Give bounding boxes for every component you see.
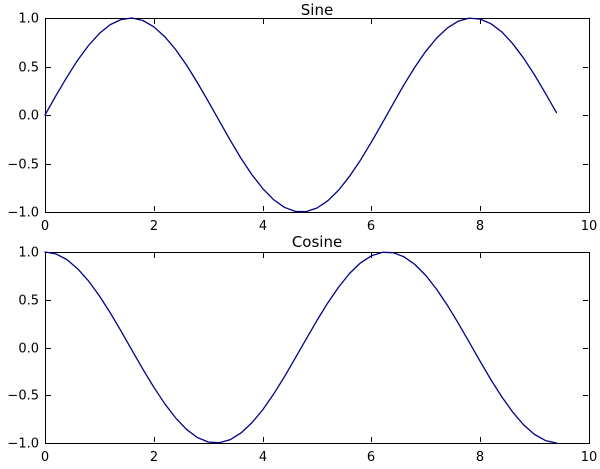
cosine-plot-title: Cosine — [292, 233, 342, 251]
sine-curve — [44, 17, 558, 213]
x-tick-label: 6 — [367, 219, 375, 234]
y-tick-label: −0.5 — [7, 389, 39, 404]
sine-plot-title: Sine — [301, 1, 333, 19]
cosine-curve — [44, 251, 558, 444]
x-tick-label: 10 — [581, 450, 598, 465]
y-tick-label: −1.0 — [7, 437, 39, 452]
y-tick-label: 0.5 — [18, 294, 39, 309]
x-tick-label: 2 — [150, 450, 158, 465]
x-tick-label: 4 — [259, 450, 267, 465]
cosine-plot: 0 2 4 6 8 10 1.0 0.5 0.0 −0.5 −1.0 — [7, 246, 597, 466]
x-tick-label: 0 — [41, 450, 49, 465]
y-tick-label: 0.5 — [18, 61, 39, 76]
y-tick-label: −1.0 — [7, 206, 39, 221]
y-tick-label: 0.0 — [18, 109, 39, 124]
x-tick-label: 6 — [367, 450, 375, 465]
y-tick-label: 1.0 — [18, 246, 39, 261]
y-tick-label: 1.0 — [18, 12, 39, 27]
axes-border — [45, 252, 590, 444]
sine-plot: 0 2 4 6 8 10 1.0 0.5 0.0 −0.5 −1.0 — [7, 12, 597, 235]
y-tick-label: −0.5 — [7, 158, 39, 173]
axes-border — [45, 18, 590, 213]
x-tick-label: 8 — [476, 219, 484, 234]
x-tick-label: 4 — [259, 219, 267, 234]
x-tick-label: 8 — [476, 450, 484, 465]
x-tick-label: 2 — [150, 219, 158, 234]
x-tick-label: 0 — [41, 219, 49, 234]
y-tick-label: 0.0 — [18, 342, 39, 357]
x-tick-label: 10 — [581, 219, 598, 234]
